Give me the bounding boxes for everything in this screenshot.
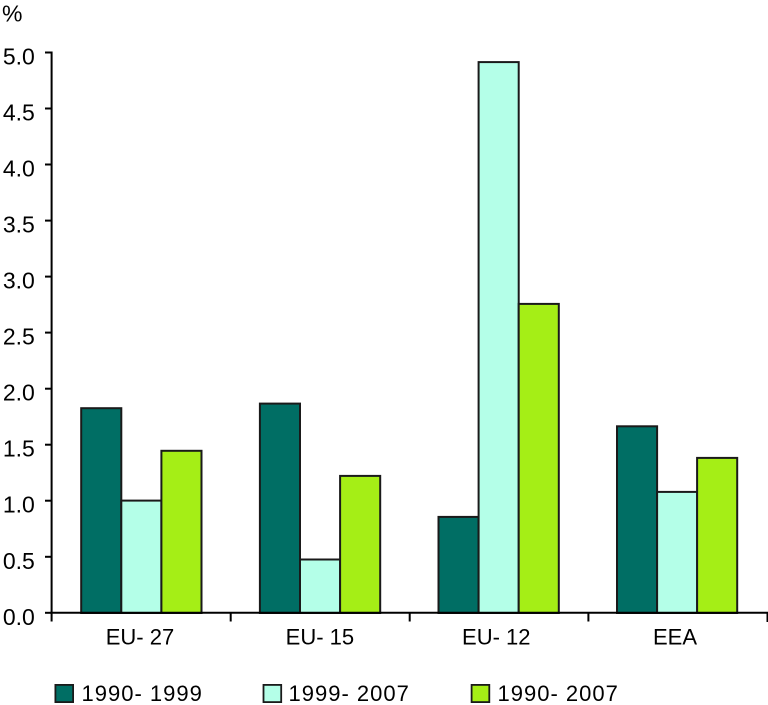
svg-text:0.5: 0.5: [3, 548, 35, 574]
svg-text:EU- 27: EU- 27: [106, 625, 174, 650]
svg-text:1999- 2007: 1999- 2007: [289, 681, 410, 705]
svg-text:3.5: 3.5: [3, 212, 35, 238]
svg-text:1.0: 1.0: [3, 492, 35, 518]
svg-text:2.5: 2.5: [3, 324, 35, 350]
svg-text:3.0: 3.0: [3, 268, 35, 294]
svg-text:1990- 2007: 1990- 2007: [498, 681, 619, 705]
svg-text:0.0: 0.0: [3, 604, 35, 630]
svg-text:5.0: 5.0: [3, 44, 35, 70]
svg-text:2.0: 2.0: [3, 380, 35, 406]
svg-text:4.0: 4.0: [3, 156, 35, 182]
svg-text:EU- 15: EU- 15: [286, 625, 354, 650]
svg-text:1990- 1999: 1990- 1999: [82, 681, 203, 705]
svg-text:EU- 12: EU- 12: [462, 625, 530, 650]
svg-text:%: %: [2, 1, 22, 27]
svg-text:1.5: 1.5: [3, 436, 35, 462]
svg-text:4.5: 4.5: [3, 100, 35, 126]
svg-text:EEA: EEA: [653, 625, 697, 650]
